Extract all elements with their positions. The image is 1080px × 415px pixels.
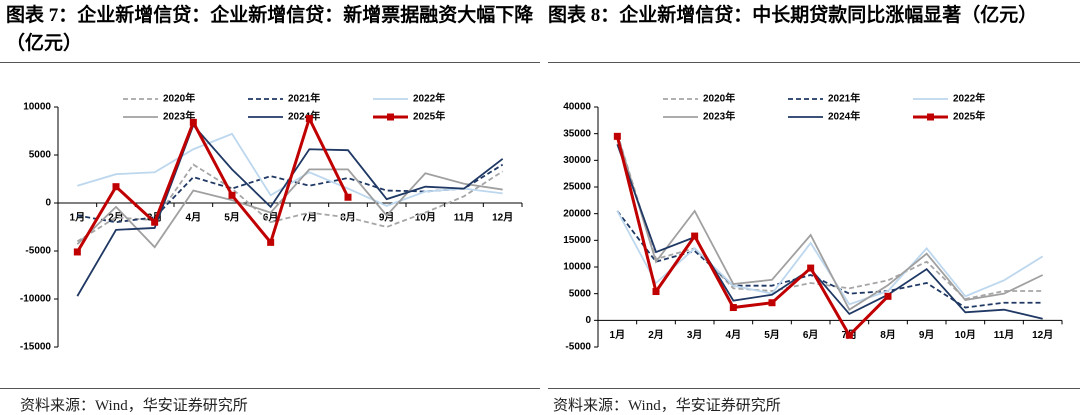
- legend-label: 2022年: [413, 92, 445, 105]
- y-tick-label: 20000: [563, 208, 591, 219]
- y-tick-label: 0: [45, 198, 51, 209]
- legend-label: 2025年: [413, 110, 445, 123]
- x-tick-label: 12月: [492, 212, 513, 224]
- rule: [548, 388, 1080, 389]
- x-tick-label: 11月: [994, 329, 1015, 341]
- source: 资料来源：Wind，华安证券研究所: [553, 398, 781, 414]
- x-tick-label: 12月: [1032, 329, 1053, 341]
- rule: [0, 388, 540, 389]
- x-tick-label: 7月: [302, 212, 318, 224]
- y-tick-label: -10000: [20, 294, 52, 305]
- series-line: [616, 210, 1043, 309]
- y-tick-label: -5000: [25, 246, 51, 257]
- y-tick-label: 40000: [563, 102, 591, 113]
- marker: [768, 299, 776, 307]
- marker: [344, 193, 352, 201]
- x-tick-label: 1月: [610, 329, 626, 341]
- x-tick-label: 5月: [764, 329, 780, 341]
- y-tick-label: 35000: [563, 128, 591, 139]
- y-tick-label: 0: [585, 315, 591, 326]
- series-line: [77, 132, 503, 207]
- x-tick-label: 4月: [186, 212, 202, 224]
- x-tick-label: 6月: [803, 329, 819, 341]
- marker: [73, 248, 81, 256]
- x-tick-label: 9月: [919, 329, 935, 341]
- legend-label: 2025年: [953, 110, 985, 123]
- series-line: [76, 163, 504, 243]
- legend-marker: [927, 113, 934, 121]
- legend-label: 2024年: [828, 110, 860, 123]
- x-tick-label: 5月: [224, 212, 240, 224]
- legend-label: 2021年: [828, 92, 860, 105]
- x-tick-label: 4月: [726, 329, 742, 341]
- rule: [0, 62, 540, 63]
- marker: [652, 288, 660, 296]
- series-line: [616, 134, 1044, 311]
- legend-label: 2022年: [953, 92, 985, 105]
- series-line: [76, 168, 503, 249]
- marker: [884, 292, 892, 300]
- marker: [228, 191, 236, 199]
- x-tick-label: 8月: [340, 212, 356, 224]
- y-tick-label: 25000: [563, 182, 591, 193]
- legend-label: 2023年: [703, 110, 735, 123]
- y-tick-label: 10000: [23, 102, 51, 113]
- x-tick-label: 1月: [70, 212, 86, 224]
- marker: [845, 331, 853, 339]
- y-tick-label: 30000: [563, 155, 591, 166]
- legend-label: 2020年: [703, 92, 735, 105]
- y-tick-label: 5000: [569, 288, 592, 299]
- x-tick-label: 3月: [687, 329, 703, 341]
- legend-label: 2021年: [288, 92, 320, 105]
- marker: [729, 304, 737, 312]
- series-line: [616, 144, 1043, 320]
- source: 资料来源：Wind，华安证券研究所: [20, 398, 248, 414]
- marker: [613, 132, 621, 140]
- series-line: [76, 114, 350, 253]
- marker: [691, 232, 699, 240]
- legend-label: 2020年: [163, 92, 195, 105]
- marker: [189, 118, 197, 126]
- series-line: [616, 133, 1043, 300]
- y-tick-label: 10000: [563, 262, 591, 273]
- rule: [548, 62, 1080, 63]
- legend-marker: [387, 113, 394, 121]
- x-tick-label: 10月: [955, 329, 976, 341]
- y-tick-label: 15000: [563, 235, 591, 246]
- marker: [305, 115, 313, 123]
- marker: [112, 183, 120, 191]
- chart-title: 图表 7：企业新增信贷：企业新增信贷：新增票据融资大幅下降（亿元）: [6, 5, 534, 54]
- legend-label: 2024年: [288, 110, 320, 123]
- x-tick-label: 11月: [454, 212, 475, 224]
- legend-label: 2023年: [163, 110, 195, 123]
- y-tick-label: -15000: [20, 342, 52, 353]
- marker: [807, 264, 815, 272]
- chart: -5000 0 5000 10000 15000 20000 25000 30000 35000…: [563, 92, 1063, 353]
- y-tick-label: 5000: [29, 150, 52, 161]
- marker: [267, 238, 275, 246]
- y-tick-label: -5000: [565, 342, 591, 353]
- x-tick-label: 8月: [880, 329, 896, 341]
- marker: [151, 218, 159, 226]
- x-tick-label: 9月: [379, 212, 395, 224]
- x-tick-label: 2月: [648, 329, 664, 341]
- chart-title: 图表 8：企业新增信贷：中长期贷款同比涨幅显著（亿元）: [548, 5, 1038, 26]
- series-line: [615, 135, 890, 338]
